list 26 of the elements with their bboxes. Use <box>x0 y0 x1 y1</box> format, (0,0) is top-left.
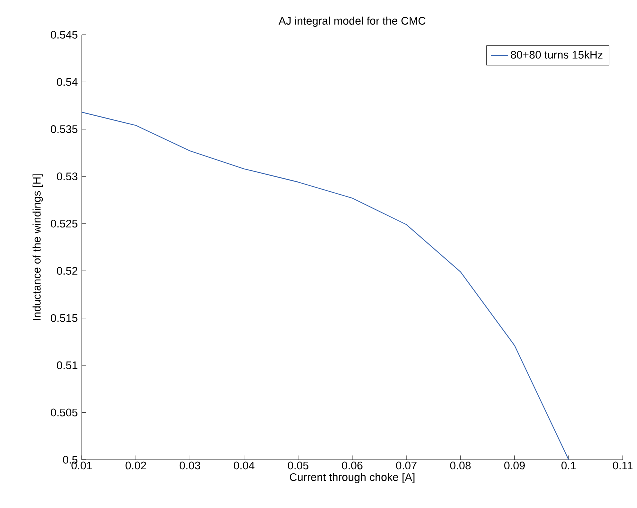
y-tick-label: 0.53 <box>57 172 78 181</box>
x-tick-label: 0.06 <box>342 462 363 470</box>
y-tick-label: 0.51 <box>57 362 78 370</box>
line-series <box>82 112 570 460</box>
y-axis-title: Inductance of the windings [H] <box>32 174 44 320</box>
y-tick-label: 0.515 <box>51 314 78 322</box>
y-tick-label: 0.545 <box>51 31 78 39</box>
y-tick-label: 0.54 <box>57 78 78 86</box>
y-tick-label: 0.505 <box>51 408 78 417</box>
legend-label: 80+80 turns 15kHz <box>511 50 603 59</box>
x-tick-label: 0.09 <box>504 462 525 470</box>
x-tick-label: 0.08 <box>450 462 471 470</box>
chart-title: AJ integral model for the CMC <box>278 16 426 28</box>
x-tick-label: 0.11 <box>613 462 633 470</box>
y-tick-label: 0.535 <box>51 126 78 134</box>
x-tick-label: 0.05 <box>288 462 309 470</box>
x-tick-label: 0.07 <box>396 462 417 470</box>
x-axis-title: Current through choke [A] <box>290 473 415 484</box>
x-tick-label: 0.1 <box>562 462 576 470</box>
x-tick-label: 0.03 <box>180 462 200 470</box>
y-tick-label: 0.525 <box>51 220 78 228</box>
x-tick-label: 0.02 <box>126 462 146 470</box>
x-tick-label: 0.01 <box>72 462 92 470</box>
y-tick-label: 0.5 <box>63 456 78 464</box>
x-tick-label: 0.04 <box>234 462 255 470</box>
y-tick-label: 0.52 <box>57 267 78 275</box>
